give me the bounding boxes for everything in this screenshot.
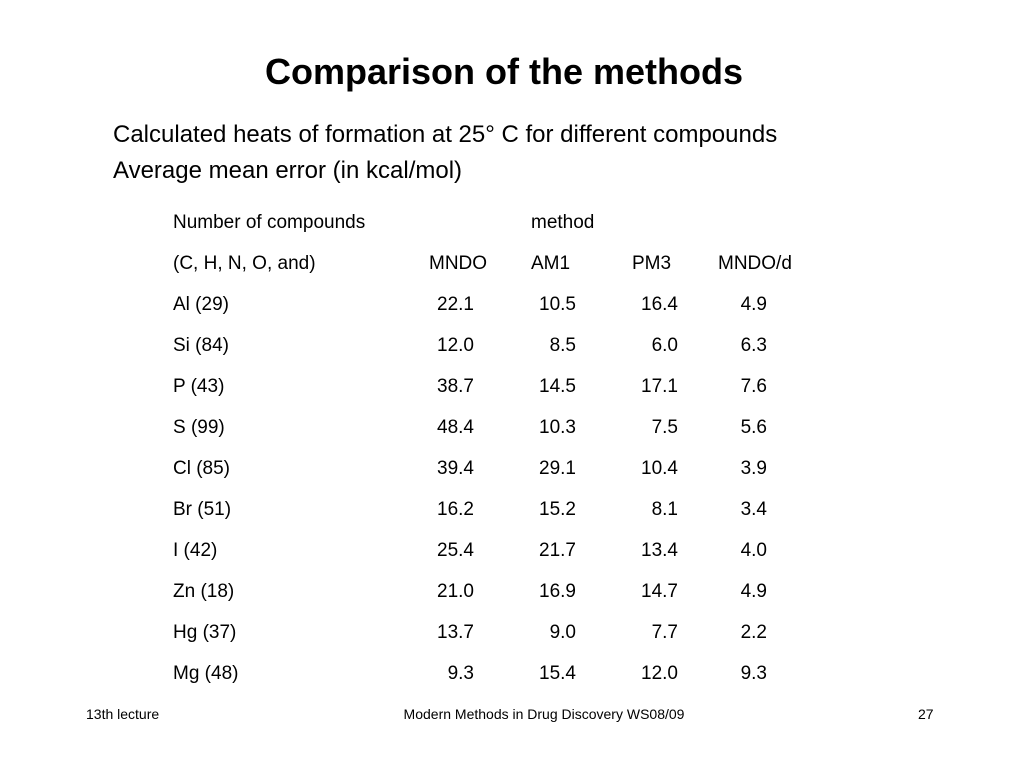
mndo-d-cell: 4.9: [740, 581, 767, 602]
compound-cell: Cl (85): [173, 458, 231, 479]
compound-cell: Hg (37): [173, 622, 237, 643]
compound-cell: S (99): [173, 417, 225, 438]
header-am1: AM1: [531, 253, 571, 274]
table-row: Cl (85) 39.4 29.1 10.4 3.9: [173, 452, 833, 493]
table-row: Mg (48) 9.3 15.4 12.0 9.3: [173, 657, 833, 698]
pm3-cell: 16.4: [641, 294, 678, 315]
am1-cell: 9.0: [549, 622, 576, 643]
pm3-cell: 17.1: [641, 376, 678, 397]
compound-cell: I (42): [173, 540, 218, 561]
mndo-d-cell: 3.9: [740, 458, 767, 479]
mndo-d-cell: 5.6: [740, 417, 767, 438]
am1-cell: 10.5: [539, 294, 576, 315]
am1-cell: 10.3: [539, 417, 576, 438]
header-mndo-d: MNDO/d: [718, 253, 792, 274]
mndo-d-cell: 6.3: [740, 335, 767, 356]
mndo-cell: 39.4: [437, 458, 474, 479]
table-row: Hg (37) 13.7 9.0 7.7 2.2: [173, 616, 833, 657]
mndo-cell: 38.7: [437, 376, 474, 397]
header-pm3: PM3: [632, 253, 672, 274]
mndo-cell: 21.0: [437, 581, 474, 602]
am1-cell: 8.5: [549, 335, 576, 356]
mndo-cell: 16.2: [437, 499, 474, 520]
am1-cell: 14.5: [539, 376, 576, 397]
compound-cell: Mg (48): [173, 663, 239, 684]
am1-cell: 16.9: [539, 581, 576, 602]
slide-subtitle: Calculated heats of formation at 25° C f…: [113, 117, 777, 189]
mndo-d-cell: 4.9: [740, 294, 767, 315]
compound-cell: Al (29): [173, 294, 229, 315]
header-mndo: MNDO: [429, 253, 488, 274]
mndo-cell: 9.3: [447, 663, 474, 684]
mndo-d-cell: 9.3: [740, 663, 767, 684]
pm3-cell: 14.7: [641, 581, 678, 602]
pm3-cell: 8.1: [651, 499, 678, 520]
mndo-d-cell: 3.4: [740, 499, 767, 520]
table-row: I (42) 25.4 21.7 13.4 4.0: [173, 534, 833, 575]
header-method-group: method: [531, 212, 595, 233]
compound-cell: Zn (18): [173, 581, 235, 602]
subtitle-line-1: Calculated heats of formation at 25° C f…: [113, 121, 778, 148]
methods-table: Number of compounds method (C, H, N, O, …: [173, 206, 833, 698]
mndo-cell: 13.7: [437, 622, 474, 643]
compound-cell: Br (51): [173, 499, 232, 520]
pm3-cell: 6.0: [651, 335, 678, 356]
am1-cell: 29.1: [539, 458, 576, 479]
pm3-cell: 12.0: [641, 663, 678, 684]
subtitle-line-2: Average mean error (in kcal/mol): [113, 157, 463, 184]
am1-cell: 21.7: [539, 540, 576, 561]
compound-cell: Si (84): [173, 335, 229, 356]
table-row: P (43) 38.7 14.5 17.1 7.6: [173, 370, 833, 411]
footer-lecture: 13th lecture: [86, 706, 160, 722]
table-row: Zn (18) 21.0 16.9 14.7 4.9: [173, 575, 833, 616]
mndo-cell: 12.0: [437, 335, 474, 356]
table-row: Al (29) 22.1 10.5 16.4 4.9: [173, 288, 833, 329]
mndo-d-cell: 2.2: [740, 622, 767, 643]
table-body: Al (29) 22.1 10.5 16.4 4.9 Si (84) 12.0 8.5 6.0 6…: [173, 288, 833, 698]
table-header-row-1: Number of compounds method: [173, 206, 833, 247]
slide-title: Comparison of the methods: [264, 51, 744, 92]
pm3-cell: 10.4: [641, 458, 678, 479]
mndo-cell: 48.4: [437, 417, 474, 438]
mndo-cell: 25.4: [437, 540, 474, 561]
header-number-of-compounds: Number of compounds: [173, 212, 366, 233]
pm3-cell: 7.7: [651, 622, 678, 643]
pm3-cell: 13.4: [641, 540, 678, 561]
footer-course-title: Modern Methods in Drug Discovery WS08/09: [403, 706, 685, 722]
table-row: Si (84) 12.0 8.5 6.0 6.3: [173, 329, 833, 370]
mndo-d-cell: 7.6: [740, 376, 767, 397]
mndo-cell: 22.1: [437, 294, 474, 315]
am1-cell: 15.2: [539, 499, 576, 520]
mndo-d-cell: 4.0: [740, 540, 767, 561]
footer-page-number: 27: [918, 706, 934, 722]
header-elements: (C, H, N, O, and): [173, 253, 316, 274]
table-header-row-2: (C, H, N, O, and) MNDO AM1 PM3 MNDO/d: [173, 247, 833, 288]
table-row: Br (51) 16.2 15.2 8.1 3.4: [173, 493, 833, 534]
compound-cell: P (43): [173, 376, 225, 397]
pm3-cell: 7.5: [651, 417, 678, 438]
table-row: S (99) 48.4 10.3 7.5 5.6: [173, 411, 833, 452]
am1-cell: 15.4: [539, 663, 576, 684]
